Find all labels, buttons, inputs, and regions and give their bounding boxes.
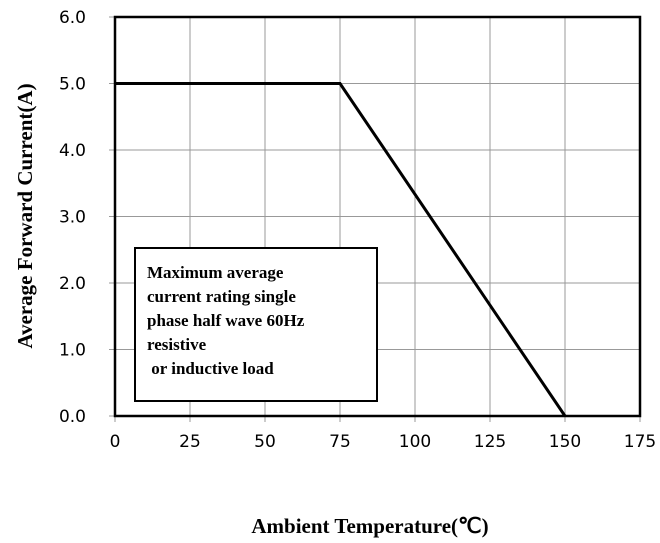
- x-tick-labels: 0 25 50 75 100 125 150 175: [110, 432, 657, 452]
- x-tick-label: 150: [549, 432, 581, 452]
- annotation-line-1: Maximum average: [147, 263, 284, 282]
- y-tick-label: 2.0: [59, 274, 86, 294]
- svg-text:Maximum average: Maximum average: [147, 263, 284, 282]
- x-tick-label: 175: [624, 432, 656, 452]
- svg-text:resistive: resistive: [147, 335, 207, 354]
- y-axis-title: Average Forward Current(A): [13, 83, 37, 348]
- x-tick-label: 75: [329, 432, 351, 452]
- x-tick-label: 100: [399, 432, 431, 452]
- annotation-line-4: resistive: [147, 335, 207, 354]
- y-tick-label: 3.0: [59, 208, 86, 228]
- annotation-line-3: phase half wave 60Hz: [147, 311, 305, 330]
- annotation-box: Maximum average current rating single ph…: [134, 247, 378, 402]
- svg-text:phase half wave 60Hz: phase half wave 60Hz: [147, 311, 305, 330]
- annotation-line-5: or inductive load: [147, 359, 274, 378]
- y-tick-label: 4.0: [59, 141, 86, 161]
- y-tick-label: 1.0: [59, 341, 86, 361]
- y-tick-label: 6.0: [59, 8, 86, 28]
- plot-frame: [113, 15, 642, 418]
- svg-text:or inductive load: or inductive load: [147, 359, 274, 378]
- x-tick-label: 0: [110, 432, 121, 452]
- y-tick-label: 5.0: [59, 75, 86, 95]
- series-layer: [115, 82, 567, 417]
- x-tick-label: 50: [254, 432, 276, 452]
- annotation-line-2: current rating single: [147, 287, 296, 306]
- annotation-rect: [134, 247, 378, 402]
- x-tick-label: 125: [474, 432, 506, 452]
- y-tick-label: 0.0: [59, 407, 86, 427]
- y-tick-labels: 0.0 1.0 2.0 3.0 4.0 5.0 6.0: [59, 8, 86, 427]
- x-axis-title: Ambient Temperature(℃): [251, 514, 488, 538]
- derating-curve-line: [115, 82, 567, 417]
- x-tick-label: 25: [179, 432, 201, 452]
- svg-text:current rating single: current rating single: [147, 287, 296, 306]
